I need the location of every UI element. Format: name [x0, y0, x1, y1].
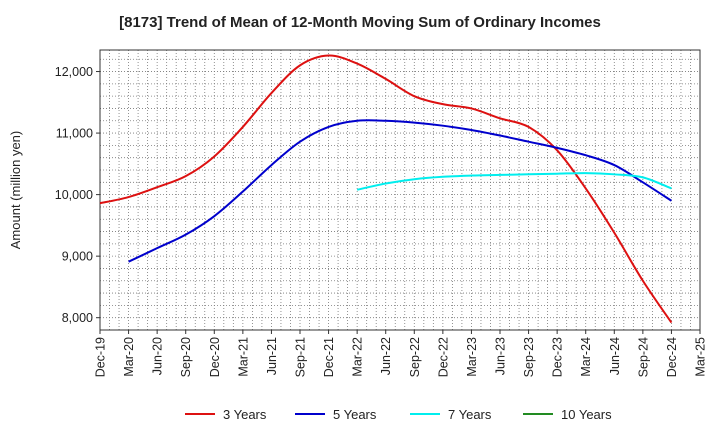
x-tick-label: Dec-19 [94, 337, 108, 377]
legend: 3 Years 5 Years 7 Years 10 Years [185, 407, 612, 422]
x-tick-label: Jun-22 [379, 337, 393, 375]
x-tick-label: Dec-21 [322, 337, 336, 377]
x-tick-label: Mar-25 [694, 337, 708, 377]
x-tick-label: Mar-20 [122, 337, 136, 377]
series-line-7-years [356, 172, 672, 191]
axes: 8,000 9,000 10,000 11,000 12,000 Dec-19 Mar-20… [8, 49, 708, 377]
series-line-3-years [99, 54, 673, 324]
x-tick-label: Jun-21 [265, 337, 279, 375]
legend-label-3-years: 3 Years [223, 407, 267, 422]
x-tick-label: Sep-24 [636, 337, 650, 377]
x-tick-label: Mar-22 [351, 337, 365, 377]
legend-label-5-years: 5 Years [333, 407, 377, 422]
x-tick-label: Sep-20 [179, 337, 193, 377]
plot-area [99, 49, 701, 331]
legend-label-7-years: 7 Years [448, 407, 492, 422]
x-tick-label: Jun-23 [494, 337, 508, 375]
x-tick-label: Mar-24 [579, 337, 593, 377]
x-tick-label: Dec-22 [436, 337, 450, 377]
x-tick-label: Sep-23 [522, 337, 536, 377]
x-tick-label: Jun-20 [151, 337, 165, 375]
y-tick-label: 11,000 [56, 127, 93, 141]
x-tick-label: Sep-21 [294, 337, 308, 377]
x-tick-label: Sep-22 [408, 337, 422, 377]
legend-label-10-years: 10 Years [561, 407, 612, 422]
y-tick-label: 9,000 [62, 250, 93, 264]
x-tick-label: Mar-23 [465, 337, 479, 377]
series-line-5-years [128, 119, 672, 263]
series-lines [99, 54, 673, 324]
x-tick-label: Dec-24 [665, 337, 679, 377]
x-tick-label: Dec-20 [208, 337, 222, 377]
grid [100, 50, 700, 330]
x-tick-label: Jun-24 [608, 337, 622, 375]
y-tick-label: 8,000 [62, 311, 93, 325]
y-axis-title: Amount (million yen) [8, 131, 23, 250]
x-tick-label: Dec-23 [551, 337, 565, 377]
chart-title: [8173] Trend of Mean of 12-Month Moving … [119, 14, 601, 31]
y-tick-label: 10,000 [55, 188, 93, 202]
x-tick-label: Mar-21 [236, 337, 250, 377]
y-tick-label: 12,000 [55, 65, 93, 79]
